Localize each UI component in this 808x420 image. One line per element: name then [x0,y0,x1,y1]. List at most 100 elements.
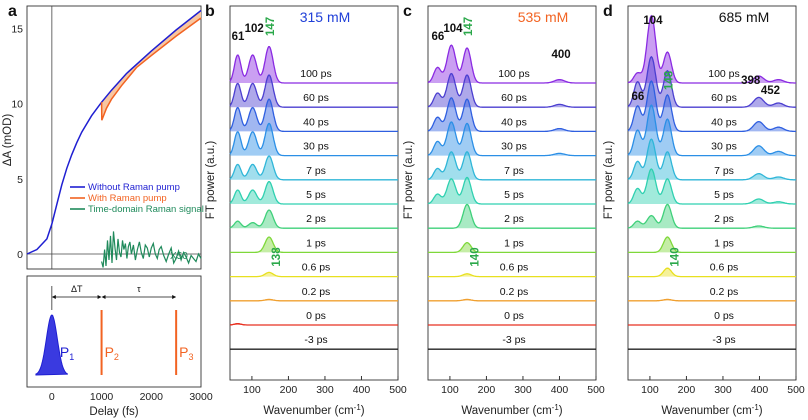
delay-label: 5 ps [504,189,524,201]
trace-line [627,168,796,205]
wavenumber-word: Wavenumber (cm [461,405,551,417]
delay-label: 60 ps [501,92,527,104]
delay-label: 0.2 ps [500,286,529,298]
trace-line [627,14,796,84]
tau-label: τ [137,284,141,294]
trace-fill [428,122,596,156]
peak-label: 104 [643,15,663,27]
delay-label: 60 ps [711,92,737,104]
trace-line [230,271,398,278]
delay-label: 100 ps [300,68,332,80]
peak-label: 147 [265,17,277,36]
pulse-label-p1: P1 [60,344,74,362]
panel-b-title: 315 mM [300,9,351,25]
panel-b-letter: b [205,3,215,20]
panel-b-frame [229,5,399,381]
peak-label: 61 [232,31,245,43]
trace-line [427,176,596,205]
trace-line [628,267,796,278]
peak-label: 66 [631,91,644,103]
peak-label: 66 [431,31,444,43]
panel-a: a 0 5 10 15 ΔA (mOD) Without Raman pump … [2,3,204,270]
delay-label: 0 ps [504,310,524,322]
trace-line [428,273,596,278]
wavenumber-word: Wavenumber (cm [263,405,353,417]
delay-label: 7 ps [714,165,734,177]
wavenumber-exponent: -1 [752,403,760,412]
panel-d-x-ticks: 100 200 300 400 500 [641,376,805,396]
trace-fill [428,97,596,132]
panel-c-frame [427,5,597,381]
pulse-label-p2: P2 [105,344,119,362]
trace-line [427,44,596,84]
x-tick-label: 300 [514,384,532,396]
delay-label: 30 ps [303,141,329,153]
wavenumber-close: ) [559,405,563,417]
panel-b-traces [229,46,398,350]
delay-label: 40 ps [711,116,737,128]
panel-c: c 100 ps 60 ps 40 ps 30 ps 7 ps 5 ps 2 ps 1 ps 0… [403,3,605,417]
pulse-p1 [35,314,69,376]
delay-label: 7 ps [306,165,326,177]
x-tick-label: 3000 [189,391,213,403]
delay-label: 40 ps [303,116,329,128]
delay-label: -3 ps [502,334,525,346]
trace-fill [628,237,796,253]
panel-a-letter: a [8,3,17,20]
x-tick-label: 300 [714,384,732,396]
x-tick-label: 300 [316,384,334,396]
delay-label: 0 ps [714,310,734,322]
panel-a-legend: Without Raman pump With Raman pump Time-… [70,182,204,215]
delay-label: 2 ps [306,213,326,225]
peak-label: 140 [470,247,482,266]
panel-d-letter: d [603,3,613,20]
trace-line [628,298,796,302]
inset-frame [26,275,202,388]
peak-label: 147 [463,17,475,36]
panel-a-frame [26,5,202,270]
panel-c-x-ticks: 100 200 300 400 500 [441,376,605,396]
trace-line [427,72,596,108]
peak-label: 104 [443,23,463,35]
trace-fill [628,139,796,180]
delay-label: 30 ps [501,141,527,153]
trace-line [628,236,796,254]
x-tick-label: 400 [353,384,371,396]
peak-label: 398 [741,75,761,87]
series-without-raman-pump [26,9,202,255]
p3-letter: P [179,344,188,360]
trace-line [229,122,398,157]
trace-line [627,203,796,229]
trace-line [428,298,596,302]
trace-line [428,241,596,254]
scale-note: X50 [170,251,188,262]
delay-label: 2 ps [504,213,524,225]
panel-d-delay-labels: 100 ps 60 ps 40 ps 30 ps 7 ps 5 ps 2 ps 1 ps 0.6… [708,68,740,346]
delay-label: 0.6 ps [500,262,529,274]
trace-line [229,322,398,326]
wavenumber-close: ) [759,405,763,417]
wavenumber-exponent: -1 [552,403,560,412]
x-tick-label: 500 [587,384,605,396]
trace-fill [428,45,596,83]
panel-c-letter: c [403,3,412,20]
delay-label: 40 ps [501,116,527,128]
trace-line [229,181,398,205]
panel-d-frame [627,5,797,381]
trace-line [627,80,796,133]
x-tick-label: 200 [478,384,496,396]
delay-label: 100 ps [708,68,740,80]
trace-line [427,151,596,181]
peak-label: 400 [551,49,570,61]
peak-label: 138 [271,247,283,267]
delay-label: -3 ps [304,334,327,346]
series-with-raman-pump [100,17,202,121]
x-tick-label: 2000 [140,391,164,403]
trace-line [627,104,796,157]
x-tick-label: 100 [243,384,261,396]
y-tick-label: 10 [11,99,23,111]
x-tick-label: 100 [641,384,659,396]
delay-label: 30 ps [711,141,737,153]
trace-fill [628,105,796,156]
